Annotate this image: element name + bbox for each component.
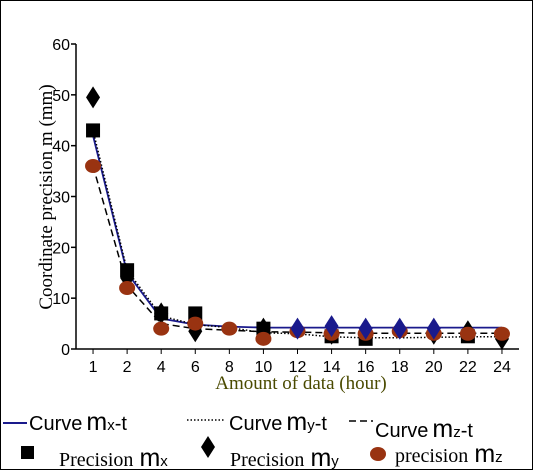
- legend-prec-y-word: Precision: [230, 449, 304, 469]
- x-ticks: 1 2 4 6 8 10 12 14 16 18 20 22 24: [89, 349, 511, 376]
- legend-curve-z-word: Curve: [375, 420, 428, 442]
- legend-curve-z-suffix: -t: [461, 420, 474, 442]
- legend-prec-y-sub: y: [331, 453, 339, 469]
- data-point-precision-z: [459, 326, 476, 341]
- legend-prec-z-m: m: [474, 440, 495, 468]
- data-point-precision-y: [86, 86, 101, 109]
- data-point-precision-z: [153, 321, 170, 336]
- legend-curve-z-sub: z: [453, 424, 461, 441]
- legend-curve-y-m: m: [286, 408, 307, 436]
- legend-label-precision-x: Precision mx: [59, 444, 168, 469]
- legend-prec-z-word: precision: [395, 445, 468, 467]
- data-point-precision-z: [493, 326, 510, 341]
- data-point-extra: [358, 317, 373, 340]
- data-point-extra: [324, 315, 339, 338]
- data-point-precision-z: [221, 321, 238, 336]
- data-point-precision-z: [255, 331, 272, 346]
- y-tick-label: 60: [52, 37, 70, 54]
- legend-curve-x-sub: x: [107, 417, 115, 434]
- y-tick-label: 20: [52, 240, 70, 257]
- data-point-precision-y: [154, 302, 169, 325]
- x-tick-label: 10: [255, 359, 273, 376]
- legend-label-curve-z: Curve mz-t: [375, 415, 473, 443]
- x-tick-label: 2: [123, 359, 132, 376]
- data-point-extra: [290, 317, 305, 340]
- y-ticks: 0 10 20 30 40 50 60: [52, 37, 76, 359]
- data-point-precision-z: [119, 281, 136, 295]
- data-point-precision-x: [188, 306, 203, 321]
- legend-curve-x-m: m: [86, 408, 107, 436]
- x-tick-label: 20: [425, 359, 443, 376]
- data-point-extra: [392, 317, 407, 340]
- y-tick-label: 0: [61, 342, 70, 359]
- legend: Curve mx-t Curve my-t Curve mz-t Precision m…: [3, 408, 503, 469]
- x-tick-label: 16: [357, 359, 375, 376]
- series-line-curve-x: [92, 135, 502, 329]
- legend-prec-z-sub: z: [495, 449, 503, 466]
- x-tick-label: 1: [89, 359, 98, 376]
- data-point-precision-x: [86, 123, 101, 138]
- legend-prec-y-m: m: [310, 444, 331, 469]
- legend-prec-x-word: Precision: [59, 449, 133, 469]
- y-tick-label: 40: [52, 139, 70, 156]
- legend-label-precision-y: Precision my: [230, 444, 339, 469]
- legend-curve-y-suffix: -t: [315, 413, 328, 435]
- data-point-extra: [426, 317, 441, 340]
- x-tick-label: 4: [157, 359, 166, 376]
- legend-prec-x-m: m: [139, 444, 160, 469]
- legend-label-curve-x: Curve mx-t: [29, 408, 127, 436]
- y-tick-label: 10: [52, 291, 70, 308]
- x-tick-label: 14: [323, 359, 341, 376]
- legend-prec-x-sub: x: [160, 453, 168, 469]
- legend-curve-x-suffix: -t: [115, 413, 128, 435]
- x-axis-label: Amount of data (hour): [215, 373, 386, 394]
- x-tick-label: 18: [391, 359, 409, 376]
- legend-label-precision-z: precision mz: [395, 440, 503, 468]
- legend-curve-y-sub: y: [307, 417, 315, 434]
- legend-curve-x-word: Curve: [29, 413, 82, 435]
- x-tick-label: 8: [225, 359, 234, 376]
- legend-curve-z-m: m: [432, 415, 453, 443]
- legend-marker-diamond: [201, 436, 215, 458]
- x-tick-label: 12: [289, 359, 307, 376]
- x-tick-label: 22: [459, 359, 477, 376]
- legend-curve-y-word: Curve: [229, 413, 282, 435]
- data-point-precision-z: [85, 159, 102, 173]
- legend-marker-square: [21, 446, 34, 459]
- y-tick-label: 50: [52, 88, 70, 105]
- series-points: [85, 86, 510, 350]
- data-point-precision-z: [187, 316, 204, 331]
- x-tick-label: 6: [191, 359, 200, 376]
- y-tick-label: 30: [52, 190, 70, 207]
- legend-label-curve-y: Curve my-t: [229, 408, 327, 436]
- x-tick-label: 24: [493, 359, 511, 376]
- legend-marker-circle: [370, 447, 386, 461]
- y-axis-label: Coordinate precision m (mm): [36, 84, 57, 309]
